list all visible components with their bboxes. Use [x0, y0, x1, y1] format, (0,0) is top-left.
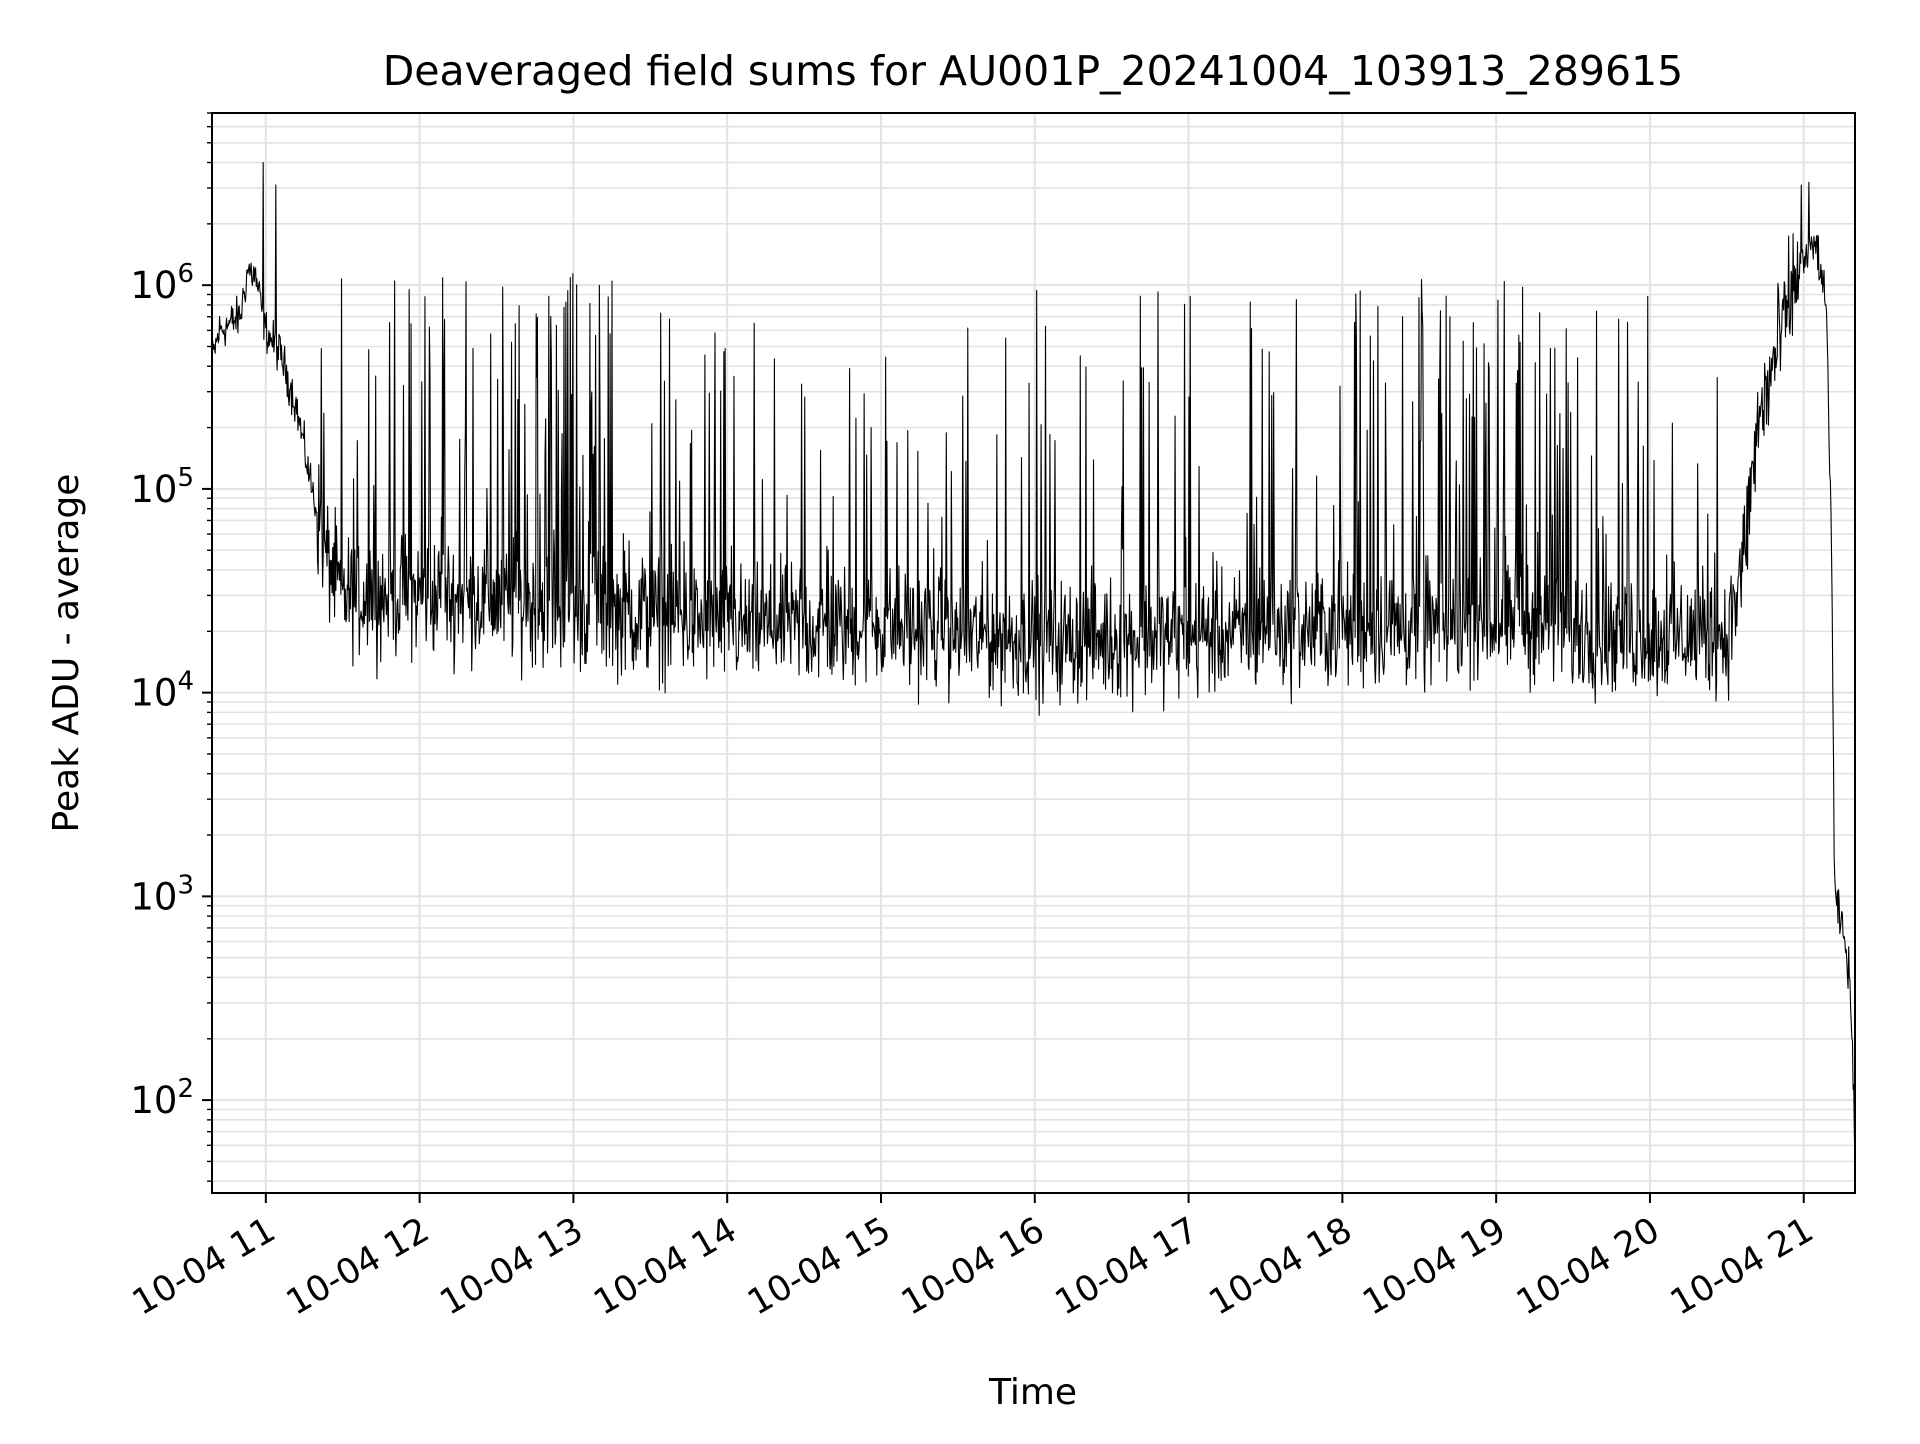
series-layer [211, 161, 1856, 1168]
y-tick-label: 106 [130, 259, 194, 307]
y-tick-label: 102 [130, 1074, 194, 1122]
y-tick-label: 104 [130, 667, 194, 715]
series-line [211, 161, 1856, 1168]
y-tick-label: 105 [130, 463, 194, 511]
grid [212, 112, 1855, 1193]
x-axis-label: Time [988, 1372, 1077, 1413]
plot-frame [211, 112, 1856, 1194]
y-axis-label: Peak ADU - average [46, 474, 87, 833]
y-tick-label: 103 [130, 870, 194, 918]
chart-title: Deaveraged field sums for AU001P_2024100… [383, 47, 1684, 95]
